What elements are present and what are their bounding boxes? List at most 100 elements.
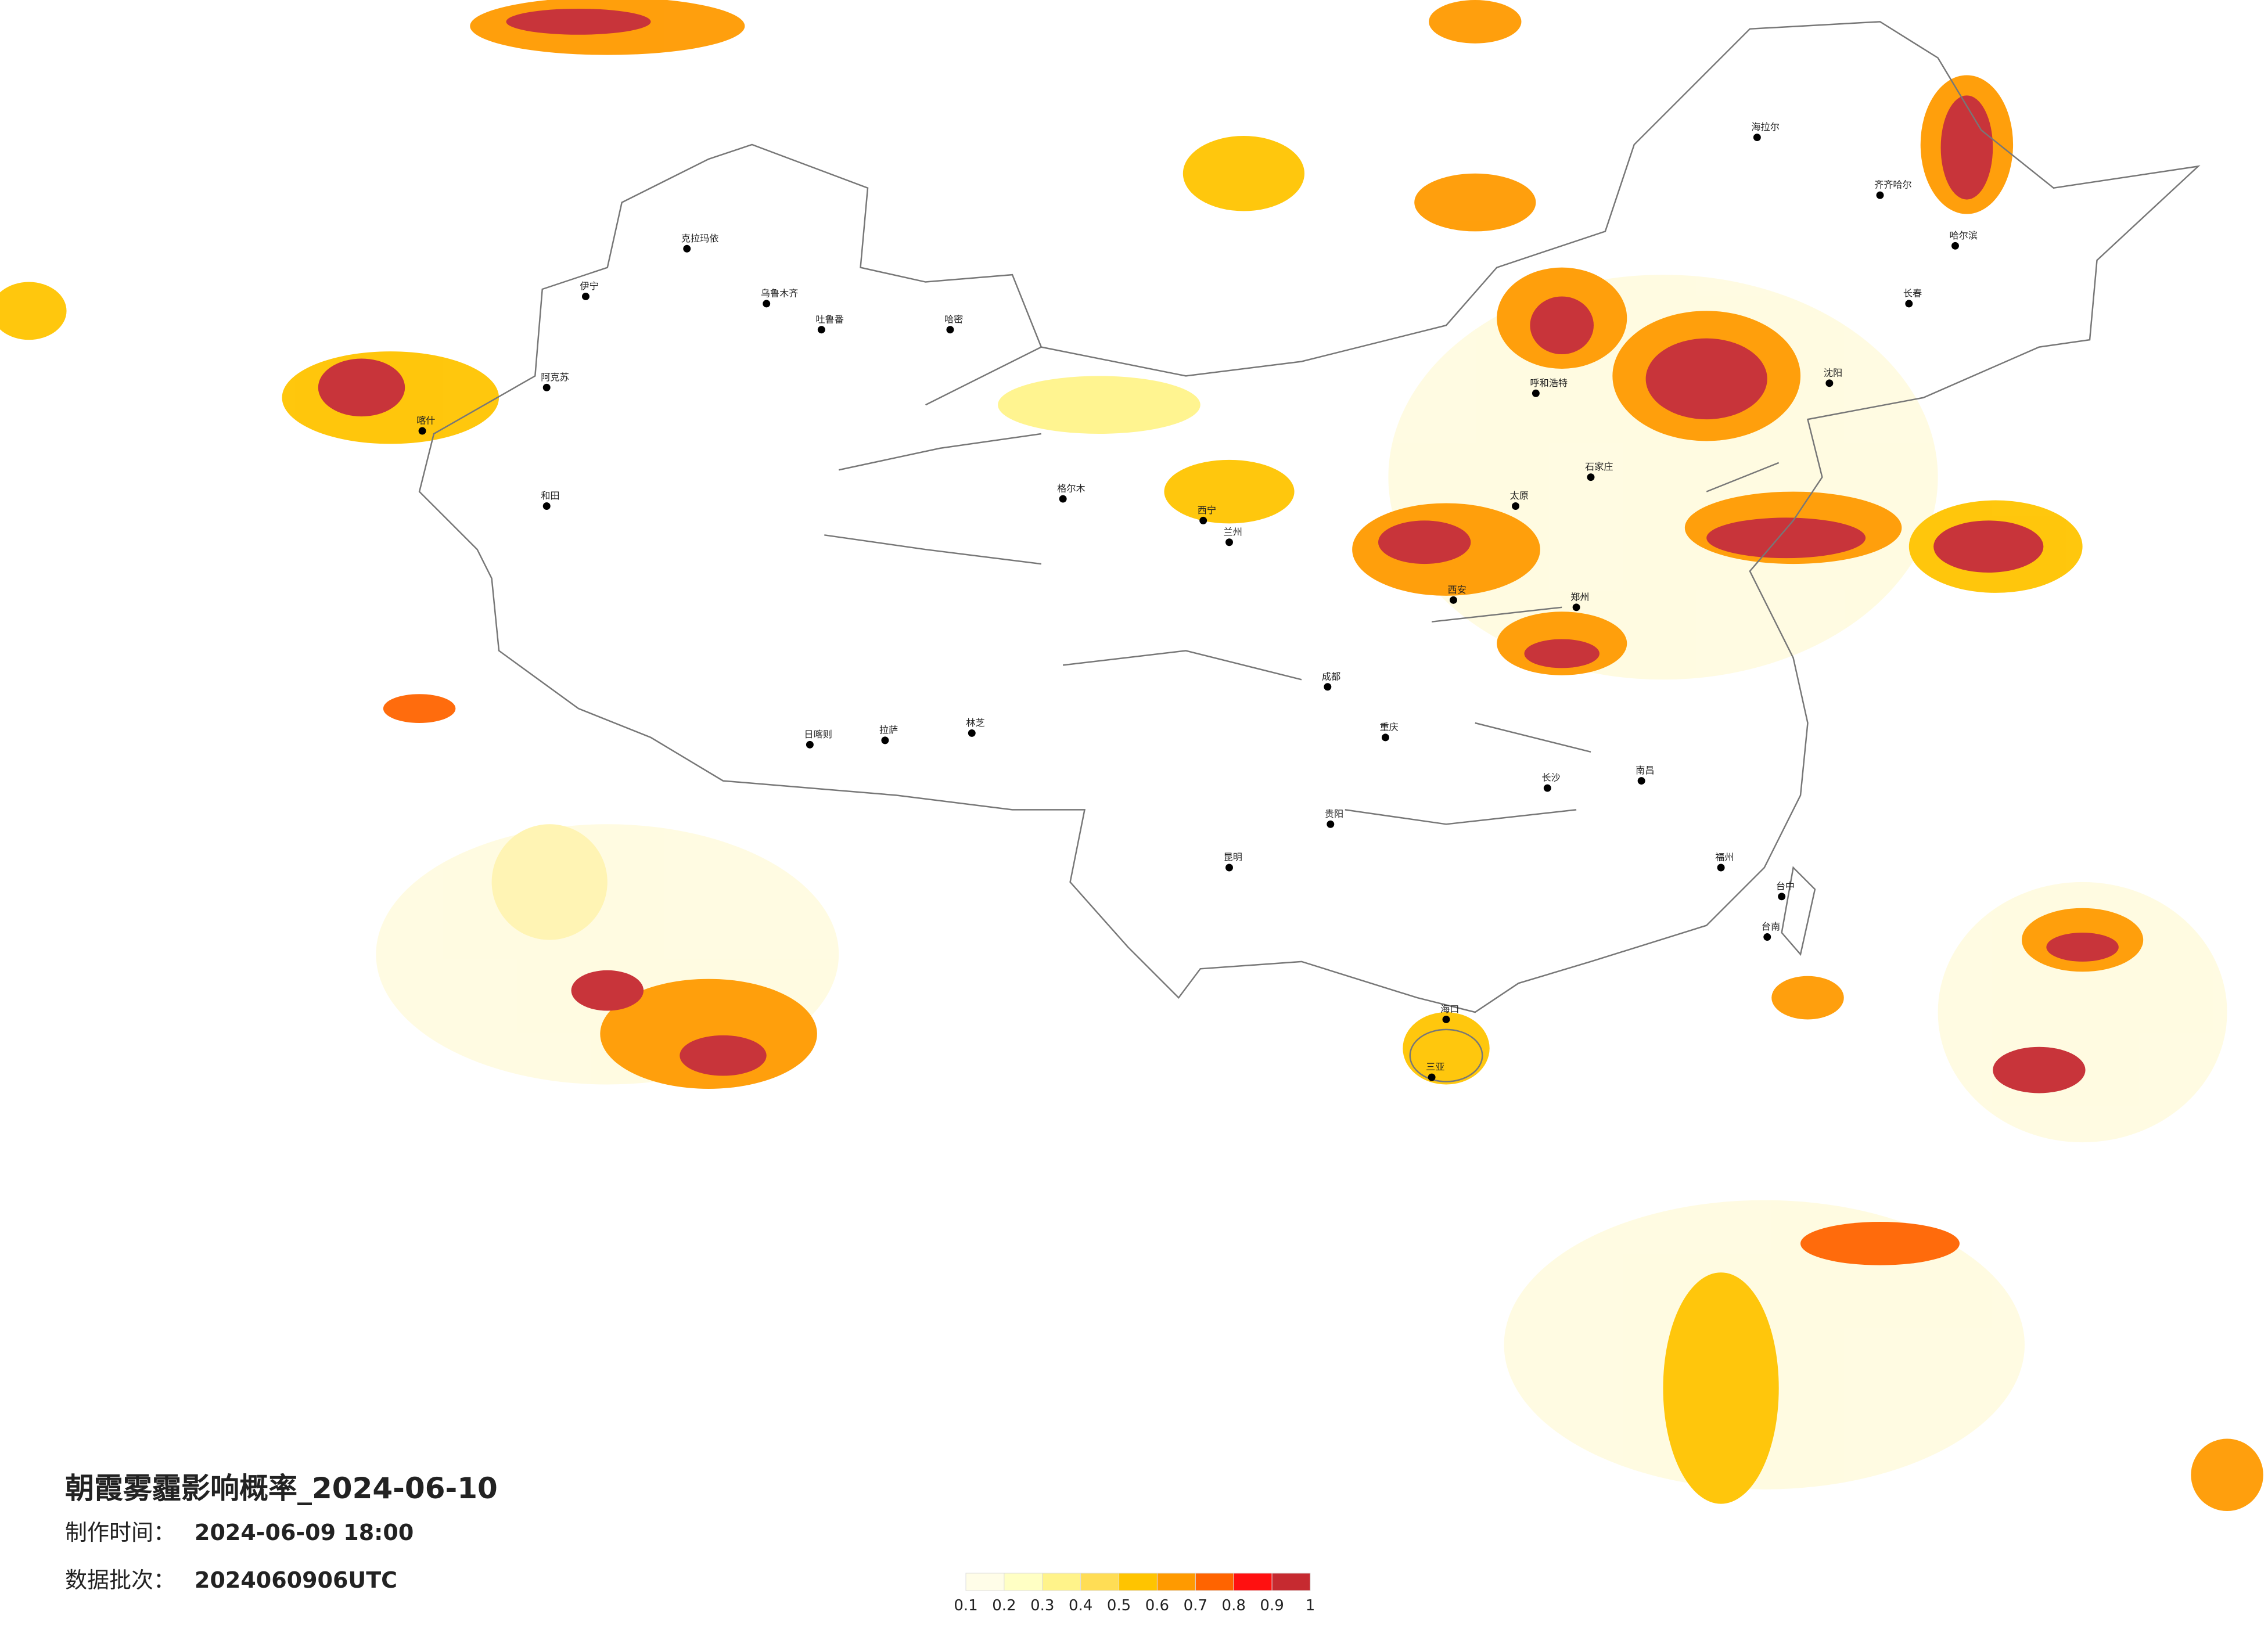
city-dot [1717, 864, 1725, 872]
city-label: 伊宁 [580, 280, 598, 292]
city-dot [1778, 893, 1786, 901]
city-label: 石家庄 [1585, 461, 1613, 472]
batch-label: 数据批次： [65, 1567, 175, 1593]
city-dot [1327, 820, 1335, 828]
city-dot [1543, 784, 1551, 792]
city-dot [1512, 502, 1519, 510]
city-label: 海口 [1440, 1003, 1459, 1015]
city-dot [1449, 596, 1457, 604]
city-dot [1905, 300, 1913, 308]
legend-swatch [1195, 1573, 1234, 1591]
legend-swatch [1156, 1573, 1196, 1591]
city-label: 呼和浩特 [1530, 377, 1568, 388]
city-dot [1442, 1015, 1450, 1023]
city-dot [1199, 516, 1207, 524]
city-label: 哈密 [944, 314, 963, 325]
city-label: 台中 [1776, 880, 1795, 891]
city-dot [1637, 777, 1645, 785]
city-dot [542, 383, 551, 391]
city-dot [418, 427, 426, 435]
city-label: 西安 [1447, 584, 1466, 595]
city-dot [881, 736, 889, 744]
legend-tick-label: 0.6 [1145, 1597, 1169, 1614]
legend-swatch [1042, 1573, 1081, 1591]
city-label: 重庆 [1379, 721, 1398, 732]
legend-swatch [1233, 1573, 1273, 1591]
city-label: 长春 [1903, 287, 1922, 298]
city-dot [806, 740, 814, 749]
city-dot [581, 292, 590, 300]
city-label: 南昌 [1636, 765, 1654, 776]
city-label: 海拉尔 [1751, 121, 1780, 132]
city-dot [1324, 683, 1332, 691]
city-label: 太原 [1510, 490, 1529, 501]
city-dot [968, 729, 976, 737]
city-label: 拉萨 [879, 724, 898, 735]
legend-tick-label: 0.8 [1222, 1597, 1246, 1614]
city-dot [1428, 1073, 1436, 1081]
batch-value: 2024060906UTC [195, 1567, 397, 1593]
city-label: 林芝 [966, 717, 984, 728]
city-label: 乌鲁木齐 [761, 287, 799, 298]
legend-swatch [1004, 1573, 1043, 1591]
legend-tick-label: 0.4 [1069, 1597, 1092, 1614]
city-label: 哈尔滨 [1950, 230, 1978, 241]
legend-swatch [1080, 1573, 1120, 1591]
legend-tick-label: 0.5 [1107, 1597, 1131, 1614]
city-dot [1825, 379, 1834, 387]
city-label: 喀什 [416, 415, 435, 426]
city-dot [1753, 134, 1761, 142]
title: 朝霞雾霾影响概率_2024-06-10 [65, 1472, 498, 1505]
city-label: 吐鲁番 [815, 314, 844, 325]
city-label: 贵阳 [1325, 808, 1343, 819]
boundaries [418, 21, 2201, 1082]
city-dot [1381, 733, 1389, 742]
legend: 0.1 0.2 0.3 0.4 0.5 0.6 0.7 0.8 0.9 1 [954, 1573, 1315, 1614]
legend-tick-label: 0.1 [954, 1597, 977, 1614]
city-dot [1587, 473, 1595, 481]
city-label: 齐齐哈尔 [1874, 179, 1912, 190]
city-dot [817, 326, 825, 334]
legend-tick-label: 1 [1306, 1597, 1315, 1614]
legend-tick-label: 0.7 [1184, 1597, 1207, 1614]
city-label: 郑州 [1570, 591, 1589, 602]
city-dot [683, 244, 691, 253]
city-label: 克拉玛依 [681, 233, 719, 244]
city-label: 和田 [541, 490, 559, 501]
city-dot [1572, 603, 1580, 611]
produced-value: 2024-06-09 18:00 [195, 1520, 414, 1545]
city-dot [946, 326, 954, 334]
city-dot [1951, 242, 1959, 250]
city-label: 兰州 [1224, 526, 1242, 537]
city-label: 西宁 [1198, 505, 1216, 516]
legend-swatch [965, 1573, 1005, 1591]
legend-tick-label: 0.2 [992, 1597, 1016, 1614]
city-dot [1225, 864, 1233, 872]
city-label: 成都 [1322, 671, 1340, 682]
city-label: 日喀则 [804, 729, 832, 740]
city-label: 三亚 [1426, 1062, 1444, 1073]
city-dot [1059, 495, 1067, 503]
city-label: 沈阳 [1824, 367, 1842, 378]
legend-tick-label: 0.9 [1260, 1597, 1284, 1614]
legend-swatch [1119, 1573, 1158, 1591]
city-label: 昆明 [1224, 852, 1242, 863]
city-dot [763, 300, 771, 308]
city-dot [1763, 933, 1771, 941]
produced-label: 制作时间： [65, 1520, 175, 1545]
city-label: 格尔木 [1057, 483, 1086, 494]
probability-field [0, 0, 2263, 1512]
city-dot [1532, 389, 1540, 397]
city-label: 长沙 [1541, 772, 1560, 783]
city-label: 福州 [1715, 852, 1734, 863]
city-dot [1225, 538, 1233, 546]
legend-tick-label: 0.3 [1030, 1597, 1054, 1614]
city-label: 台南 [1762, 921, 1780, 932]
city-label: 阿克苏 [541, 372, 569, 383]
city-dot [1876, 191, 1884, 199]
city-dot [542, 502, 551, 510]
